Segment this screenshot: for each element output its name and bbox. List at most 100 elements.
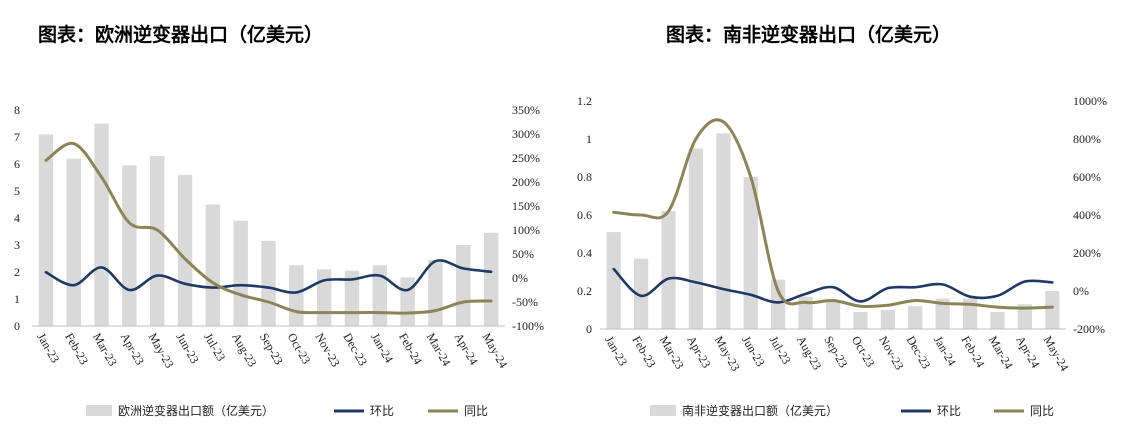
- bar: [716, 133, 731, 329]
- bar: [483, 232, 499, 326]
- legend-label: 欧洲逆变器出口额（亿美元）: [118, 403, 274, 418]
- bar: [908, 306, 923, 329]
- bar: [688, 148, 704, 329]
- bar: [633, 258, 649, 329]
- y-left-tick-label: 0: [586, 322, 592, 336]
- x-tick-label: Mar-23: [90, 331, 120, 369]
- legend-label: 环比: [937, 404, 961, 418]
- x-tick-label: Jan-23: [602, 334, 630, 369]
- legend-swatch-bar: [650, 405, 676, 416]
- chart-europe-svg: 0 1 2 3 4 5 6 7 8 -100% -50% 0% 50% 100% 150% 200% 250% 3…: [14, 103, 544, 418]
- x-tick-label: Apr-24: [452, 331, 481, 368]
- y-right-tick-label: 400%: [1073, 208, 1101, 222]
- bar: [38, 134, 54, 326]
- y-right-tick-label: 0%: [1073, 284, 1089, 298]
- bar: [1017, 304, 1033, 329]
- y-right-tick-label: 0%: [512, 271, 528, 285]
- y-right-tick-label: -100%: [512, 319, 544, 333]
- y-right-tick-label: 150%: [512, 199, 540, 213]
- y-left-tick-label: 7: [14, 130, 20, 144]
- legend-label: 南非逆变器出口额（亿美元）: [682, 403, 838, 418]
- x-tick-label: Jun-23: [173, 331, 201, 366]
- x-tick-label: Aug-23: [794, 334, 824, 373]
- bar: [1045, 291, 1060, 329]
- bar: [94, 123, 109, 326]
- bar: [372, 265, 388, 326]
- y-left-tick-label: 0.6: [577, 208, 592, 222]
- chart-title: 图表：欧洲逆变器出口（亿美元）: [38, 24, 324, 46]
- y-left-tick-label: 8: [14, 103, 20, 117]
- x-tick-label: Aug-23: [229, 331, 259, 370]
- x-tick-label: Feb-23: [630, 334, 659, 370]
- x-tick-label: Mar-24: [986, 334, 1016, 372]
- y-left-tick-label: 0.4: [577, 246, 592, 260]
- bar: [205, 204, 221, 326]
- y-left-tick-label: 1: [586, 132, 592, 146]
- y-right-tick-label: 350%: [512, 103, 540, 117]
- y-left-tick-label: 6: [14, 157, 20, 171]
- x-tick-label: Dec-23: [340, 331, 370, 369]
- y-right-tick-label: 200%: [512, 175, 540, 189]
- x-tick-label: Jan-24: [931, 334, 959, 369]
- x-tick-label: Oct-23: [849, 334, 878, 370]
- x-tick-label: May-24: [480, 331, 511, 371]
- bar: [289, 265, 304, 326]
- x-tick-label: Sep-23: [257, 331, 286, 367]
- x-tick-label: Jul-23: [767, 334, 794, 367]
- chart-title: 图表：南非逆变器出口（亿美元）: [666, 24, 952, 46]
- bar: [122, 165, 137, 326]
- y-left-tick-label: 0: [14, 319, 20, 333]
- bar: [661, 211, 676, 329]
- x-tick-label: Jan-23: [34, 331, 62, 366]
- chart-south-africa-svg: 0 0.2 0.4 0.6 0.8 1 1.2 -200% 0% 200% 400% 600% 800%…: [577, 94, 1107, 418]
- bar: [743, 177, 758, 329]
- y-right-tick-label: 200%: [1073, 246, 1101, 260]
- y-left-tick-label: 0.8: [577, 170, 592, 184]
- y-right-tick-label: -50%: [512, 295, 538, 309]
- bar: [233, 220, 248, 326]
- x-tick-label: Nov-23: [313, 331, 343, 370]
- y-right-tick-label: 250%: [512, 151, 540, 165]
- x-tick-label: May-23: [712, 334, 743, 374]
- x-tick-label: Apr-23: [118, 331, 147, 368]
- x-tick-label: Jan-24: [368, 331, 396, 366]
- y-right-tick-label: -200%: [1073, 322, 1105, 336]
- x-tick-label: Feb-23: [62, 331, 91, 367]
- chart-south-africa: 图表：南非逆变器出口（亿美元） 0 0.2 0.4 0.6 0.8 1 1.2 -200% 0%…: [566, 0, 1133, 433]
- y-right-tick-label: 800%: [1073, 132, 1101, 146]
- y-right-tick-label: 600%: [1073, 170, 1101, 184]
- y-left-tick-label: 4: [14, 211, 20, 225]
- bar: [261, 240, 276, 326]
- x-tick-label: Oct-23: [285, 331, 314, 367]
- legend-label: 环比: [370, 404, 394, 418]
- y-right-tick-label: 1000%: [1073, 94, 1107, 108]
- y-right-tick-label: 50%: [512, 247, 534, 261]
- bar: [177, 174, 193, 326]
- bar: [935, 298, 950, 329]
- x-tick-label: Nov-23: [876, 334, 906, 373]
- y-left-tick-label: 0.2: [577, 284, 592, 298]
- y-right-tick-label: 100%: [512, 223, 540, 237]
- x-tick-label: Jun-23: [739, 334, 767, 369]
- bar: [456, 245, 471, 326]
- x-tick-label: Feb-24: [396, 331, 425, 367]
- x-tick-label: Mar-23: [657, 334, 687, 372]
- series-line-mom: [44, 259, 493, 294]
- bar: [880, 310, 895, 329]
- x-tick-label: Feb-24: [959, 334, 988, 370]
- series-line-mom: [612, 267, 1054, 304]
- legend-label: 同比: [1030, 404, 1054, 418]
- y-right-tick-label: 300%: [512, 127, 540, 141]
- legend-label: 同比: [464, 404, 488, 418]
- x-tick-label: Jul-23: [201, 331, 228, 364]
- bar: [798, 296, 813, 329]
- y-left-tick-label: 5: [14, 184, 20, 198]
- bar: [962, 298, 978, 329]
- y-left-tick-label: 1: [14, 292, 20, 306]
- series-line-yoy: [44, 141, 493, 315]
- bar: [771, 279, 786, 329]
- bar: [400, 277, 415, 326]
- x-tick-label: Apr-24: [1013, 334, 1042, 371]
- x-tick-label: May-24: [1041, 334, 1072, 374]
- y-left-tick-label: 2: [14, 265, 20, 279]
